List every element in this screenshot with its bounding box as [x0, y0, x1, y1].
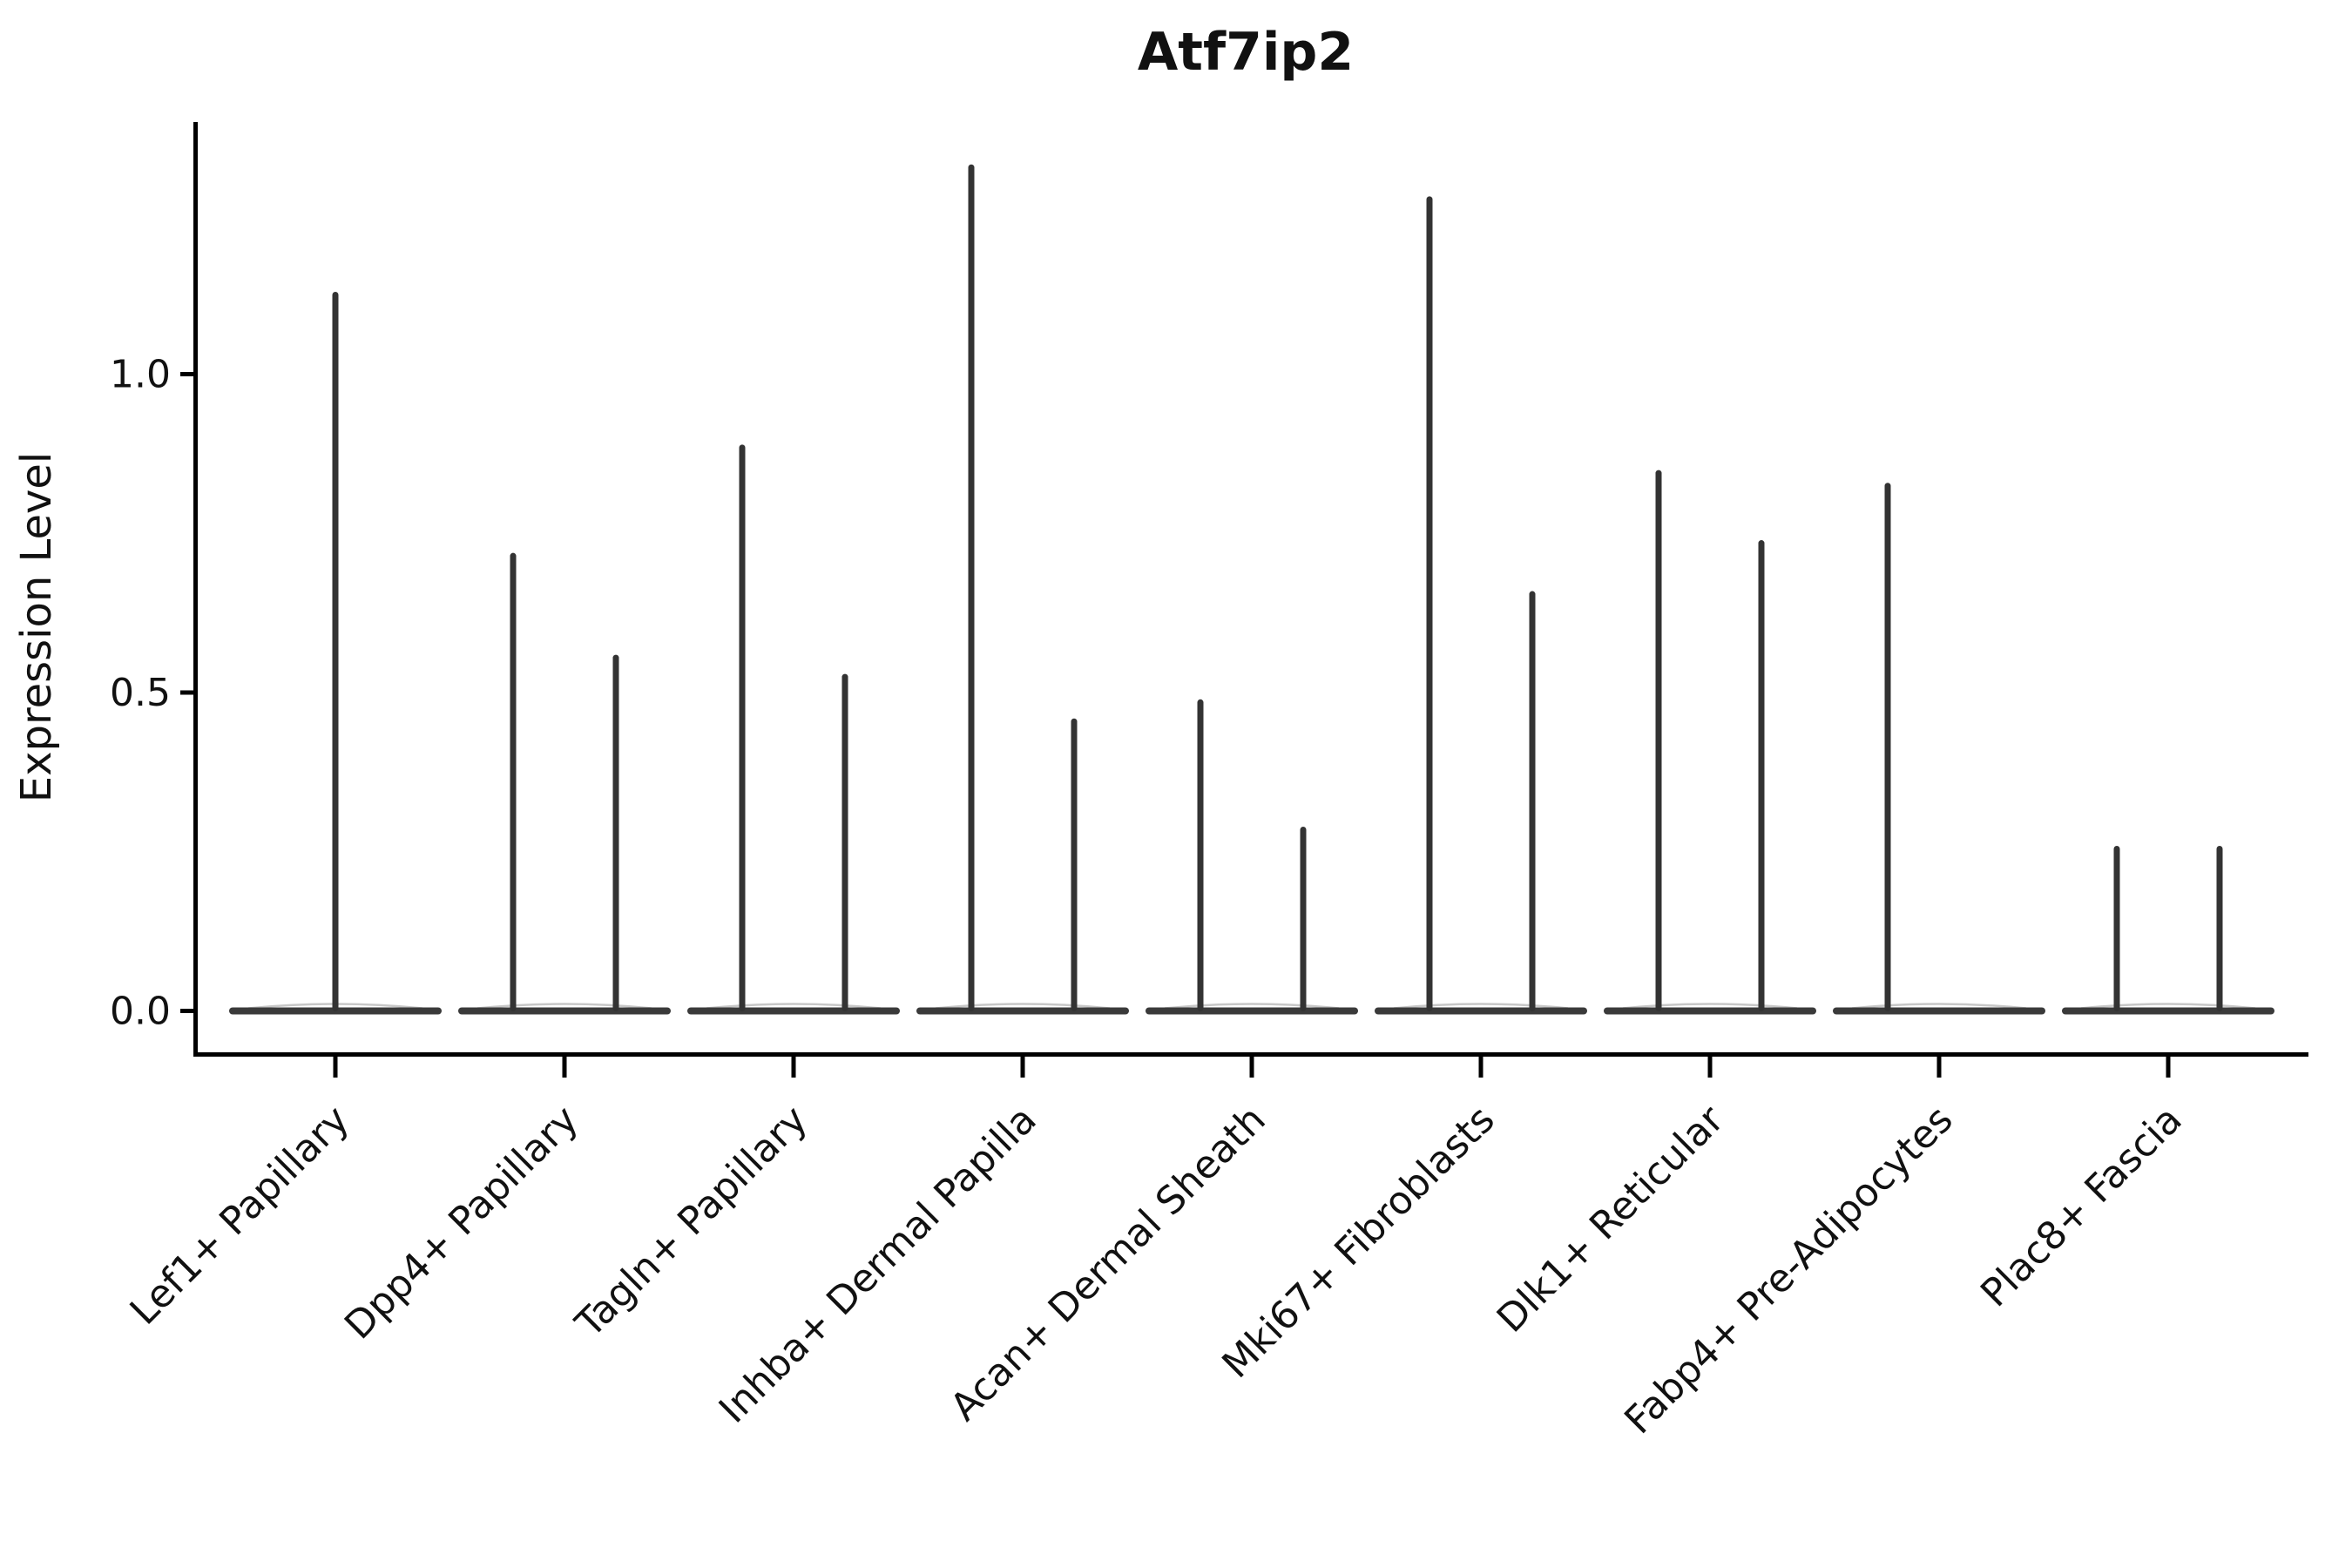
violin-base-bulge: [935, 1003, 1111, 1010]
chart-title: Atf7ip2: [1138, 22, 1354, 83]
x-tick-label: Dlk1+ Reticular: [1489, 1097, 1734, 1342]
y-axis-label: Expression Level: [12, 452, 61, 803]
violin-base-bulge: [476, 1003, 652, 1010]
violin-base-bulge: [706, 1003, 882, 1010]
y-tick-label: 0.5: [110, 671, 171, 715]
violin-base-bulge: [1393, 1003, 1569, 1010]
x-tick-label: Tagln+ Papillary: [567, 1098, 816, 1347]
x-tick-label: Lef1+ Papillary: [122, 1098, 358, 1334]
y-tick-label: 0.0: [110, 990, 171, 1034]
violin-base-bulge: [2080, 1003, 2256, 1010]
violin-base-bulge: [1851, 1003, 2027, 1010]
violin-base-bulge: [1622, 1003, 1798, 1010]
y-tick-label: 1.0: [110, 353, 171, 397]
violin-base-bulge: [1164, 1003, 1340, 1010]
x-tick-label: Plac8+ Fascia: [1972, 1098, 2191, 1316]
x-tick-label: Dpp4+ Papillary: [336, 1098, 587, 1348]
